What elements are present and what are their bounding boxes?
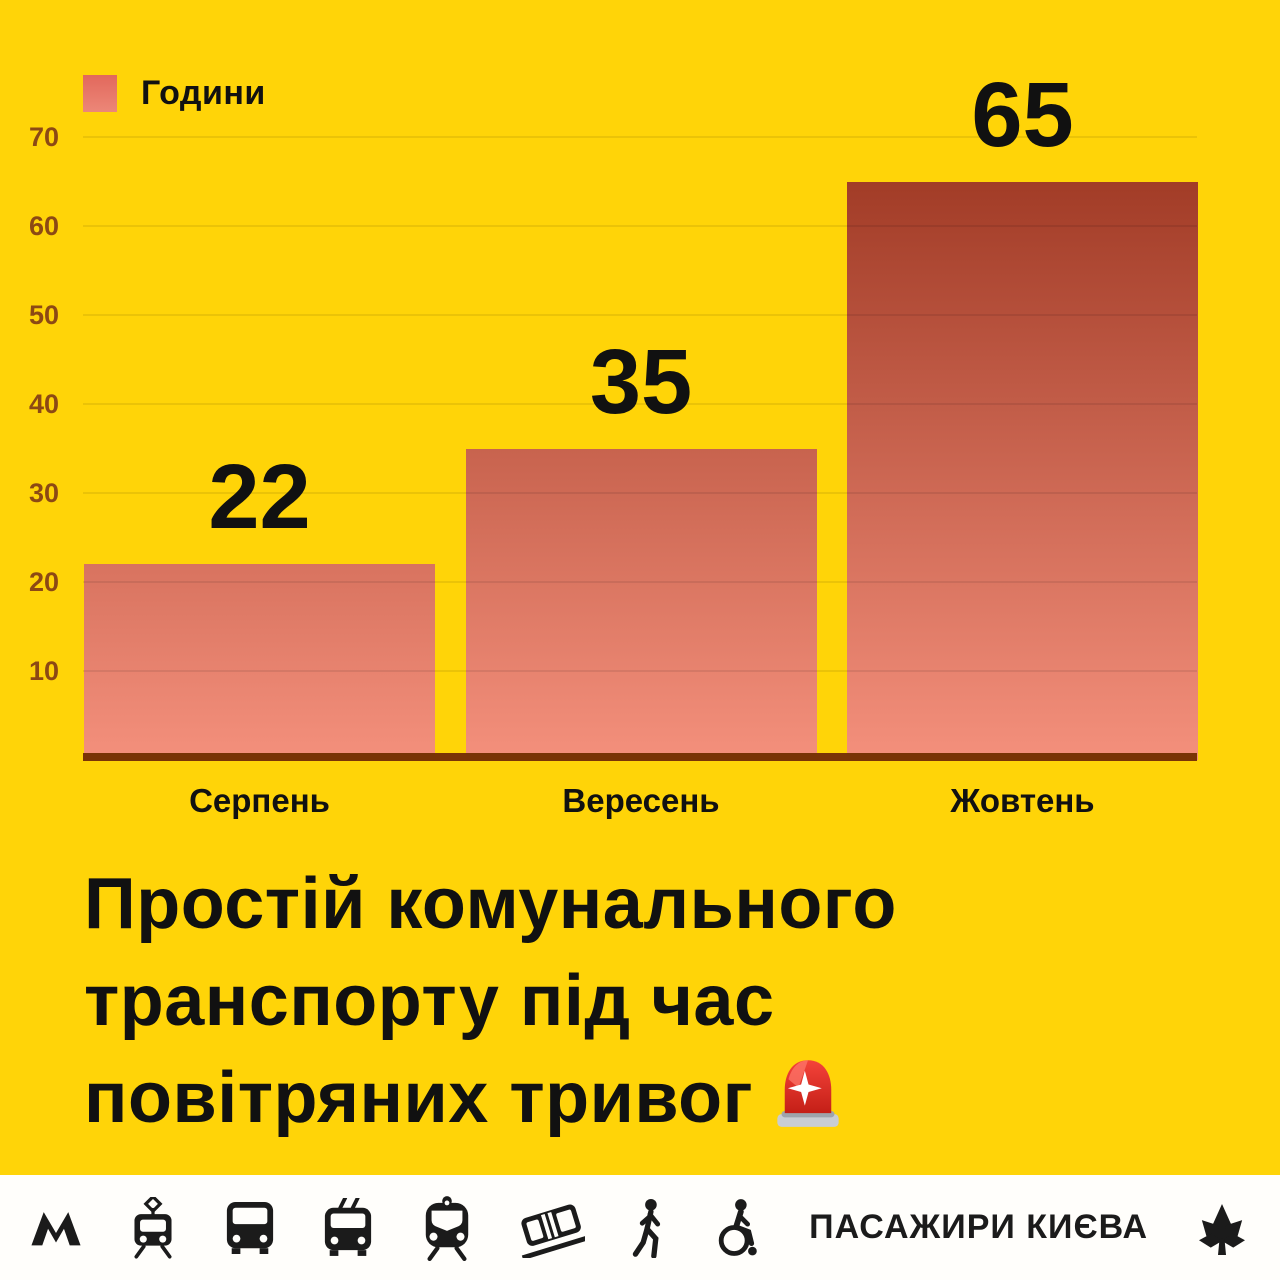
train-icon bbox=[420, 1195, 474, 1261]
y-tick-label: 50 bbox=[28, 300, 60, 330]
x-axis-line bbox=[83, 753, 1197, 761]
x-category-label: Вересень bbox=[562, 782, 720, 819]
tram-icon bbox=[128, 1196, 178, 1259]
brand-text: ПАСАЖИРИ КИЄВА bbox=[809, 1208, 1149, 1246]
x-category-label: Серпень bbox=[189, 782, 330, 819]
trolleybus-icon bbox=[322, 1197, 374, 1258]
legend-label: Години bbox=[141, 74, 266, 112]
bar-chart: 10 20 30 40 50 60 70 22 Серпень 35 Вересень 65 Жовт… bbox=[28, 63, 1198, 819]
bar-Вересень bbox=[465, 448, 817, 760]
y-tick-label: 20 bbox=[28, 567, 60, 597]
bar-value-label: 22 bbox=[208, 446, 311, 549]
bus-icon bbox=[224, 1200, 276, 1256]
title-line-3: повітряних тривог bbox=[84, 1050, 1214, 1155]
x-category-label: Жовтень bbox=[950, 782, 1095, 819]
bar-Жовтень bbox=[847, 181, 1198, 760]
chestnut-leaf-icon bbox=[1194, 1197, 1250, 1259]
gridline bbox=[83, 225, 1197, 227]
gridline bbox=[83, 314, 1197, 316]
y-tick-label: 70 bbox=[28, 122, 60, 152]
y-tick-label: 30 bbox=[28, 478, 60, 508]
pedestrian-icon bbox=[631, 1198, 667, 1258]
gridline bbox=[83, 403, 1197, 405]
rotating-light-icon bbox=[773, 1056, 843, 1155]
legend-swatch bbox=[83, 75, 117, 112]
funicular-icon bbox=[519, 1198, 586, 1258]
y-tick-label: 40 bbox=[28, 389, 60, 419]
gridline bbox=[83, 581, 1197, 583]
bar-value-label: 35 bbox=[589, 330, 693, 433]
title-line-2: транспорту під час bbox=[84, 961, 775, 1041]
gridline bbox=[83, 492, 1197, 494]
y-tick-label: 10 bbox=[28, 656, 60, 686]
gridline bbox=[83, 136, 1197, 138]
title-line-1: Простій комунального bbox=[84, 864, 897, 944]
wheelchair-icon bbox=[713, 1198, 763, 1258]
metro-icon bbox=[30, 1209, 82, 1247]
bar-Серпень bbox=[84, 564, 435, 760]
gridline bbox=[83, 670, 1197, 672]
chart-legend: Години bbox=[83, 74, 266, 113]
bar-value-label: 65 bbox=[971, 63, 1074, 166]
y-tick-label: 60 bbox=[28, 211, 60, 241]
footer-bar: ПАСАЖИРИ КИЄВА bbox=[0, 1175, 1280, 1280]
chart-title: Простій комунального транспорту під час … bbox=[84, 856, 1214, 1155]
